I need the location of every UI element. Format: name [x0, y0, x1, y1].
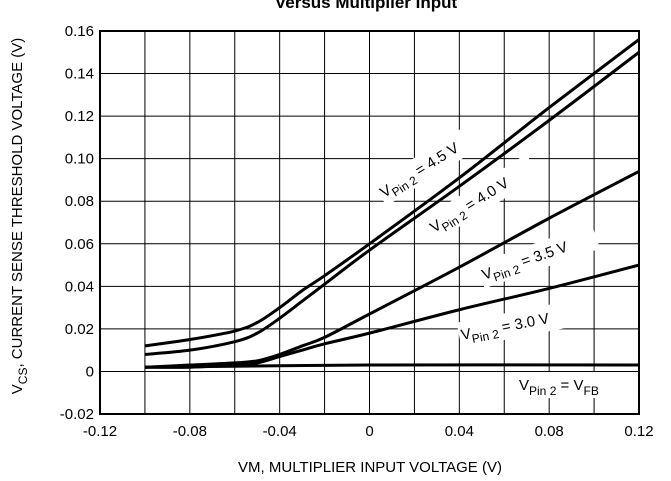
series-label-background: [456, 299, 582, 349]
y-tick-label: 0.06: [65, 236, 94, 253]
series-label-background: [372, 119, 491, 206]
series-label-background: [422, 154, 541, 241]
y-tick-label: 0.16: [65, 23, 94, 40]
series-line-1: [144, 38, 640, 348]
y-axis-label-prefix: V: [9, 384, 26, 394]
plot-frame: [99, 30, 640, 415]
x-tick-label: 0.08: [535, 423, 564, 440]
series-label-background: [476, 223, 601, 289]
series-label-text: VPin 2 = 4.0 V: [427, 175, 514, 240]
x-tick-label: 0: [365, 423, 373, 440]
series-lines: [144, 38, 640, 369]
y-tick-label: 0.02: [65, 321, 94, 338]
x-axis-label: VM, MULTIPLIER INPUT VOLTAGE (V): [238, 459, 502, 476]
grid: [99, 30, 640, 415]
y-tick-label: 0.04: [65, 278, 94, 295]
y-tick-label: 0.12: [65, 108, 94, 125]
y-tick-label: -0.02: [60, 406, 94, 423]
series-label-3: VPin 2 = 3.5 V: [476, 223, 601, 289]
series-line-5: [144, 363, 640, 369]
x-tick-label: -0.04: [263, 423, 297, 440]
y-tick-label: 0: [86, 363, 94, 380]
x-tick-label: -0.12: [83, 423, 117, 440]
y-axis-label-rest: , CURRENT SENSE THRESHOLD VOLTAGE (V): [9, 38, 26, 368]
x-tick-label: 0.12: [624, 423, 653, 440]
x-tick-label: 0.04: [445, 423, 474, 440]
series-label-text: VPin 2 = VFB: [519, 377, 599, 398]
series-label-5: VPin 2 = VFB: [517, 372, 635, 398]
series-label-text: VPin 2 = 4.5 V: [377, 140, 464, 205]
y-tick-label: 0.14: [65, 66, 94, 83]
x-tick-label: -0.08: [173, 423, 207, 440]
x-tick-labels: -0.12 -0.08 -0.04 0 0.04 0.08 0.12: [83, 423, 654, 440]
y-tick-label: 0.10: [65, 151, 94, 168]
y-axis-label: VCS, CURRENT SENSE THRESHOLD VOLTAGE (V): [9, 38, 30, 394]
y-axis-label-sub: CS: [16, 368, 30, 385]
series-line-3: [144, 170, 640, 369]
series-label-background: [517, 372, 635, 398]
series-line-2: [144, 51, 640, 356]
y-tick-label: 0.08: [65, 193, 94, 210]
chart-title: Versus Multiplier Input: [275, 0, 458, 12]
series-label-4: VPin 2 = 3.0 V: [456, 299, 582, 349]
y-tick-labels: -0.02 0 0.02 0.04 0.06 0.08 0.10 0.12 0.14 0.16: [60, 23, 94, 423]
